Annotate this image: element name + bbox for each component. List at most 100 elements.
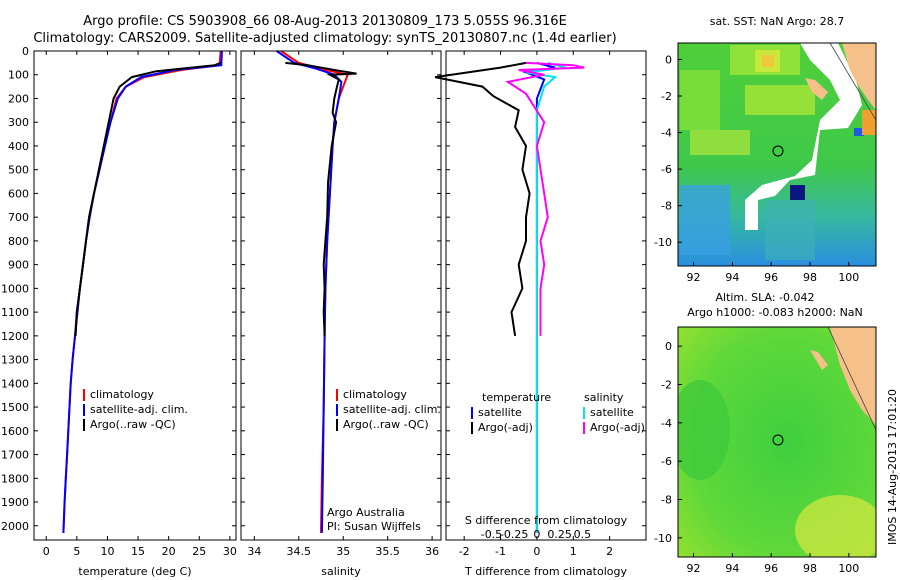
difference-series-3 xyxy=(505,61,585,336)
figure-title-line1: Argo profile: CS 5903908_66 08-Aug-2013 … xyxy=(83,14,567,29)
difference-xtick-label: 2 xyxy=(606,545,613,558)
temperature-xtick-label: 10 xyxy=(100,545,114,558)
depth-tick-label: 1100 xyxy=(1,306,29,319)
temperature-legend-0: climatology xyxy=(90,388,154,401)
sla-map-ytick-label: -10 xyxy=(654,532,672,545)
sst-map-ytick-label: -2 xyxy=(661,90,672,103)
sla-map-xtick-label: 100 xyxy=(838,562,859,575)
difference-panel: -2 -1 0 1 2 T difference from climatology -0.5… xyxy=(434,50,647,578)
depth-tick-label: 800 xyxy=(8,235,29,248)
depth-tick-label: 2000 xyxy=(1,520,29,533)
depth-tick-label: 300 xyxy=(8,116,29,129)
temperature-legend-2: Argo(..raw -QC) xyxy=(90,418,176,431)
sla-map-ytick-label: -2 xyxy=(661,379,672,392)
temperature-xtick-label: 30 xyxy=(223,545,237,558)
sla-map-title-line2: Argo h1000: -0.083 h2000: NaN xyxy=(687,306,863,319)
sst-map-ytick-label: 0 xyxy=(665,53,672,66)
difference-legend-group-1: salinity xyxy=(584,391,624,404)
depth-tick-label: 100 xyxy=(8,69,29,82)
salinity-annotation-1: PI: Susan Wijffels xyxy=(327,520,421,533)
difference-legend-1-1: Argo(-adj) xyxy=(590,421,645,434)
difference-frame xyxy=(445,50,647,541)
salinity-annotation-0: Argo Australia xyxy=(327,506,405,519)
salinity-series-2 xyxy=(285,61,357,336)
temperature-legend-1: satellite-adj. clim. xyxy=(90,403,188,416)
figure-title-line2: Climatology: CARS2009. Satellite-adjuste… xyxy=(33,31,617,46)
sst-map-xtick-label: 100 xyxy=(838,271,859,284)
sst-map-ytick-label: -4 xyxy=(661,127,672,140)
difference-x2tick-label: 0.25 xyxy=(547,528,572,541)
salinity-legend-1: satellite-adj. clim. xyxy=(343,403,441,416)
sst-map-frame xyxy=(677,42,877,267)
sla-map-ytick-label: -6 xyxy=(661,455,672,468)
salinity-xtick-label: 34.5 xyxy=(287,545,312,558)
sla-map-frame xyxy=(677,326,877,558)
difference-xtick-label: 1 xyxy=(570,545,577,558)
depth-tick-label: 600 xyxy=(8,187,29,200)
depth-tick-label: 1800 xyxy=(1,472,29,485)
temperature-xtick-label: 5 xyxy=(73,545,80,558)
depth-tick-label: 900 xyxy=(8,259,29,272)
sla-map-xtick-label: 96 xyxy=(764,562,778,575)
temperature-series-0 xyxy=(62,50,222,533)
depth-tick-label: 1500 xyxy=(1,401,29,414)
depth-tick-label: 1400 xyxy=(1,377,29,390)
salinity-panel: 34 34.5 35 35.5 36 salinity climatology satelli… xyxy=(240,50,442,578)
difference-legend-group-0: temperature xyxy=(482,391,551,404)
difference-series-1 xyxy=(434,61,531,337)
sla-map-xtick-label: 92 xyxy=(687,562,701,575)
sla-map-ytick-label: 0 xyxy=(665,340,672,353)
difference-x2label: S difference from climatology xyxy=(465,514,628,527)
salinity-series-0 xyxy=(280,50,350,533)
difference-x2tick-label: -0.5 xyxy=(481,528,502,541)
salinity-series-1 xyxy=(276,50,343,533)
salinity-xtick-label: 36 xyxy=(425,545,439,558)
depth-tick-label: 700 xyxy=(8,211,29,224)
salinity-legend-2: Argo(..raw -QC) xyxy=(343,418,429,431)
sst-map-xtick-label: 96 xyxy=(764,271,778,284)
temperature-panel: 0 5 10 15 20 25 30 temperature (deg C) 0 100 200 30… xyxy=(1,45,237,578)
salinity-legend-0: climatology xyxy=(343,388,407,401)
salinity-frame xyxy=(240,50,442,541)
sst-map-title: sat. SST: NaN Argo: 28.7 xyxy=(710,15,844,28)
sla-map-xtick-label: 98 xyxy=(803,562,817,575)
temperature-frame xyxy=(33,50,237,541)
sst-map-ytick-label: -6 xyxy=(661,163,672,176)
sla-map-field xyxy=(678,327,876,557)
depth-tick-label: 1000 xyxy=(1,282,29,295)
depth-tick-label: 1300 xyxy=(1,354,29,367)
difference-xtick-label: 0 xyxy=(533,545,540,558)
salinity-xtick-label: 35.5 xyxy=(375,545,400,558)
sla-map-xtick-label: 94 xyxy=(725,562,739,575)
sst-map-xtick-label: 92 xyxy=(687,271,701,284)
difference-legend-1-0: satellite xyxy=(590,406,634,419)
difference-xlabel: T difference from climatology xyxy=(464,565,627,578)
sst-map-xtick-label: 98 xyxy=(803,271,817,284)
temperature-xtick-label: 25 xyxy=(192,545,206,558)
depth-tick-label: 200 xyxy=(8,92,29,105)
temperature-xtick-label: 0 xyxy=(43,545,50,558)
temperature-series-2 xyxy=(74,61,222,336)
timestamp: IMOS 14-Aug-2013 17:01:20 xyxy=(886,389,899,545)
sst-map-xtick-label: 94 xyxy=(725,271,739,284)
salinity-xtick-label: 34 xyxy=(247,545,261,558)
temperature-xtick-label: 15 xyxy=(131,545,145,558)
difference-xtick-label: -1 xyxy=(495,545,506,558)
difference-series-2 xyxy=(525,61,567,533)
depth-tick-label: 0 xyxy=(22,45,29,58)
difference-x2tick-label: -0.25 xyxy=(500,528,528,541)
sla-map-ytick-label: -4 xyxy=(661,417,672,430)
difference-legend-0-0: satellite xyxy=(478,406,522,419)
sla-map-title-line1: Altim. SLA: -0.042 xyxy=(715,291,814,304)
sst-map-ytick-label: -10 xyxy=(654,236,672,249)
temperature-series-1 xyxy=(62,50,223,533)
difference-legend-0-1: Argo(-adj) xyxy=(478,421,533,434)
sst-map-ytick-label: -8 xyxy=(661,200,672,213)
temperature-xlabel: temperature (deg C) xyxy=(78,565,191,578)
salinity-xtick-label: 35 xyxy=(336,545,350,558)
depth-tick-label: 1700 xyxy=(1,449,29,462)
salinity-xlabel: salinity xyxy=(321,565,361,578)
difference-x2tick-label: 0 xyxy=(533,528,540,541)
difference-xtick-label: -2 xyxy=(459,545,470,558)
